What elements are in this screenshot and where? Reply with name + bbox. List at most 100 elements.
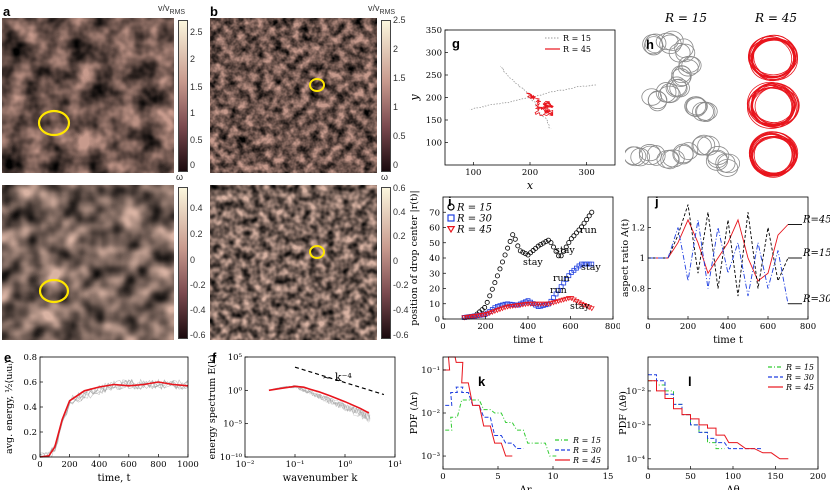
x-tick-label: 100 (465, 168, 481, 178)
drop-contour-r15 (644, 33, 667, 54)
data-point-r45 (473, 313, 481, 319)
data-point-r30 (579, 261, 584, 267)
x-tick-label: 400 (720, 322, 736, 332)
drop-contour-r15 (692, 101, 714, 122)
data-point-r45 (494, 308, 501, 314)
y-tick-label: 0.4 (23, 403, 37, 413)
drop-contour-r15 (646, 145, 666, 166)
data-point-r30 (566, 273, 572, 279)
histogram-line-r45 (443, 356, 513, 457)
legend-label: R = 30 (785, 373, 814, 382)
drop-contour-r45 (749, 131, 796, 175)
data-point-r15 (568, 236, 574, 242)
colorbar-tick: 1 (393, 102, 399, 112)
data-point-r30 (584, 261, 590, 267)
data-point-r45 (553, 299, 560, 305)
data-point-r45 (555, 299, 562, 305)
colorbar-tick: -0.2 (393, 280, 409, 290)
chart-g: 100 200 300 100 150 200 250 300 350 x y R = 15 R = 4… (408, 26, 616, 190)
y-tick-label: 10⁻² (421, 409, 440, 419)
data-point-r15 (510, 232, 516, 238)
phase-annotation: stay (581, 262, 601, 273)
data-point-r15 (515, 243, 521, 249)
colorbar-c (178, 187, 188, 339)
drop-contour-r15 (655, 82, 677, 103)
x-tick-label: 600 (121, 460, 137, 470)
velocity-field-image-b (210, 18, 377, 173)
x-tick-label: 0 (645, 472, 650, 482)
axes-frame (39, 356, 189, 458)
y-axis-label: PDF (Δθ) (618, 391, 629, 435)
x-tick-label: 100 (725, 472, 741, 482)
panel-letter-g: g (452, 36, 460, 51)
colorbar-tick: 0.4 (190, 203, 203, 213)
drop-contour-r45 (749, 38, 796, 81)
series-line-mean-energy (39, 381, 189, 458)
drop-contour-r15 (672, 65, 692, 87)
y-axis-label: energy spectrum E(k) (207, 355, 218, 460)
data-point-r45 (502, 305, 509, 311)
x-tick-label: 0 (440, 472, 445, 482)
histogram-line-r30 (445, 386, 524, 449)
data-point-r15 (573, 230, 579, 236)
spectrum-realization-line (269, 385, 371, 420)
panel-letter-j: j (655, 194, 659, 209)
data-point-r45 (489, 309, 496, 315)
data-point-r30 (586, 261, 592, 267)
y-tick-label: 150 (426, 116, 442, 126)
x-axis-label: time t (513, 335, 543, 346)
x-tick-label: 5 (495, 472, 500, 482)
legend-marker-r15 (447, 203, 455, 211)
drop-contour-r15 (655, 32, 679, 51)
colorbar-unit-d: ω (381, 172, 389, 182)
legend-label: R = 15 (572, 436, 601, 445)
axes-frame (647, 196, 809, 320)
colorbar-tick: 2.5 (190, 27, 203, 37)
spectrum-realization-line (269, 385, 371, 423)
data-point-r15 (584, 217, 590, 223)
data-point-r45 (471, 314, 478, 319)
panel-letter-f: f (212, 350, 217, 365)
drop-contour-r15 (678, 142, 699, 160)
drop-contour-r45 (749, 133, 793, 175)
x-tick-label: 800 (605, 322, 620, 332)
data-point-r15 (494, 273, 500, 279)
series-line-r45 (648, 218, 789, 282)
energy-realization-line (39, 378, 189, 456)
data-point-r45 (504, 304, 511, 310)
panel-letter-b: b (210, 4, 218, 19)
legend-label: R = 45 (456, 225, 492, 236)
data-point-r15 (543, 239, 549, 245)
x-axis-label: x (527, 179, 534, 190)
y-tick-label: 0.6 (23, 378, 37, 388)
data-point-r30 (502, 301, 508, 307)
data-point-r30 (553, 291, 559, 297)
data-point-r45 (573, 299, 580, 305)
drop-contour-r15 (647, 90, 668, 112)
data-point-r30 (589, 261, 595, 267)
y-tick-label: 30 (429, 269, 440, 279)
x-tick-label: 1000 (177, 460, 199, 470)
phase-annotation: stay (570, 301, 590, 312)
colorbar-tick: -0.6 (190, 330, 206, 340)
drop-contour-r15 (717, 153, 741, 174)
legend-label: R = 45 (572, 456, 601, 465)
drop-contour-r15 (625, 146, 644, 165)
spectrum-realization-line (269, 384, 371, 421)
data-point-r15 (487, 293, 493, 299)
phase-annotation: run (580, 225, 597, 236)
colorbar-tick: 2 (190, 54, 196, 64)
colorbar-tick: 2 (393, 44, 399, 54)
data-point-r15 (505, 245, 511, 251)
colorbar-d (381, 187, 391, 339)
data-point-r15 (512, 236, 518, 242)
data-point-r45 (568, 296, 575, 302)
data-point-r45 (522, 302, 529, 308)
y-tick-label: 1 (640, 254, 645, 264)
data-point-r30 (563, 276, 569, 282)
y-tick-label: 10⁻³ (626, 421, 645, 431)
x-tick-label: 600 (562, 322, 578, 332)
colorbar-unit-a: v/vRMS (158, 3, 186, 16)
data-point-r45 (545, 301, 552, 307)
colorbar-unit-b: v/vRMS (368, 3, 396, 16)
